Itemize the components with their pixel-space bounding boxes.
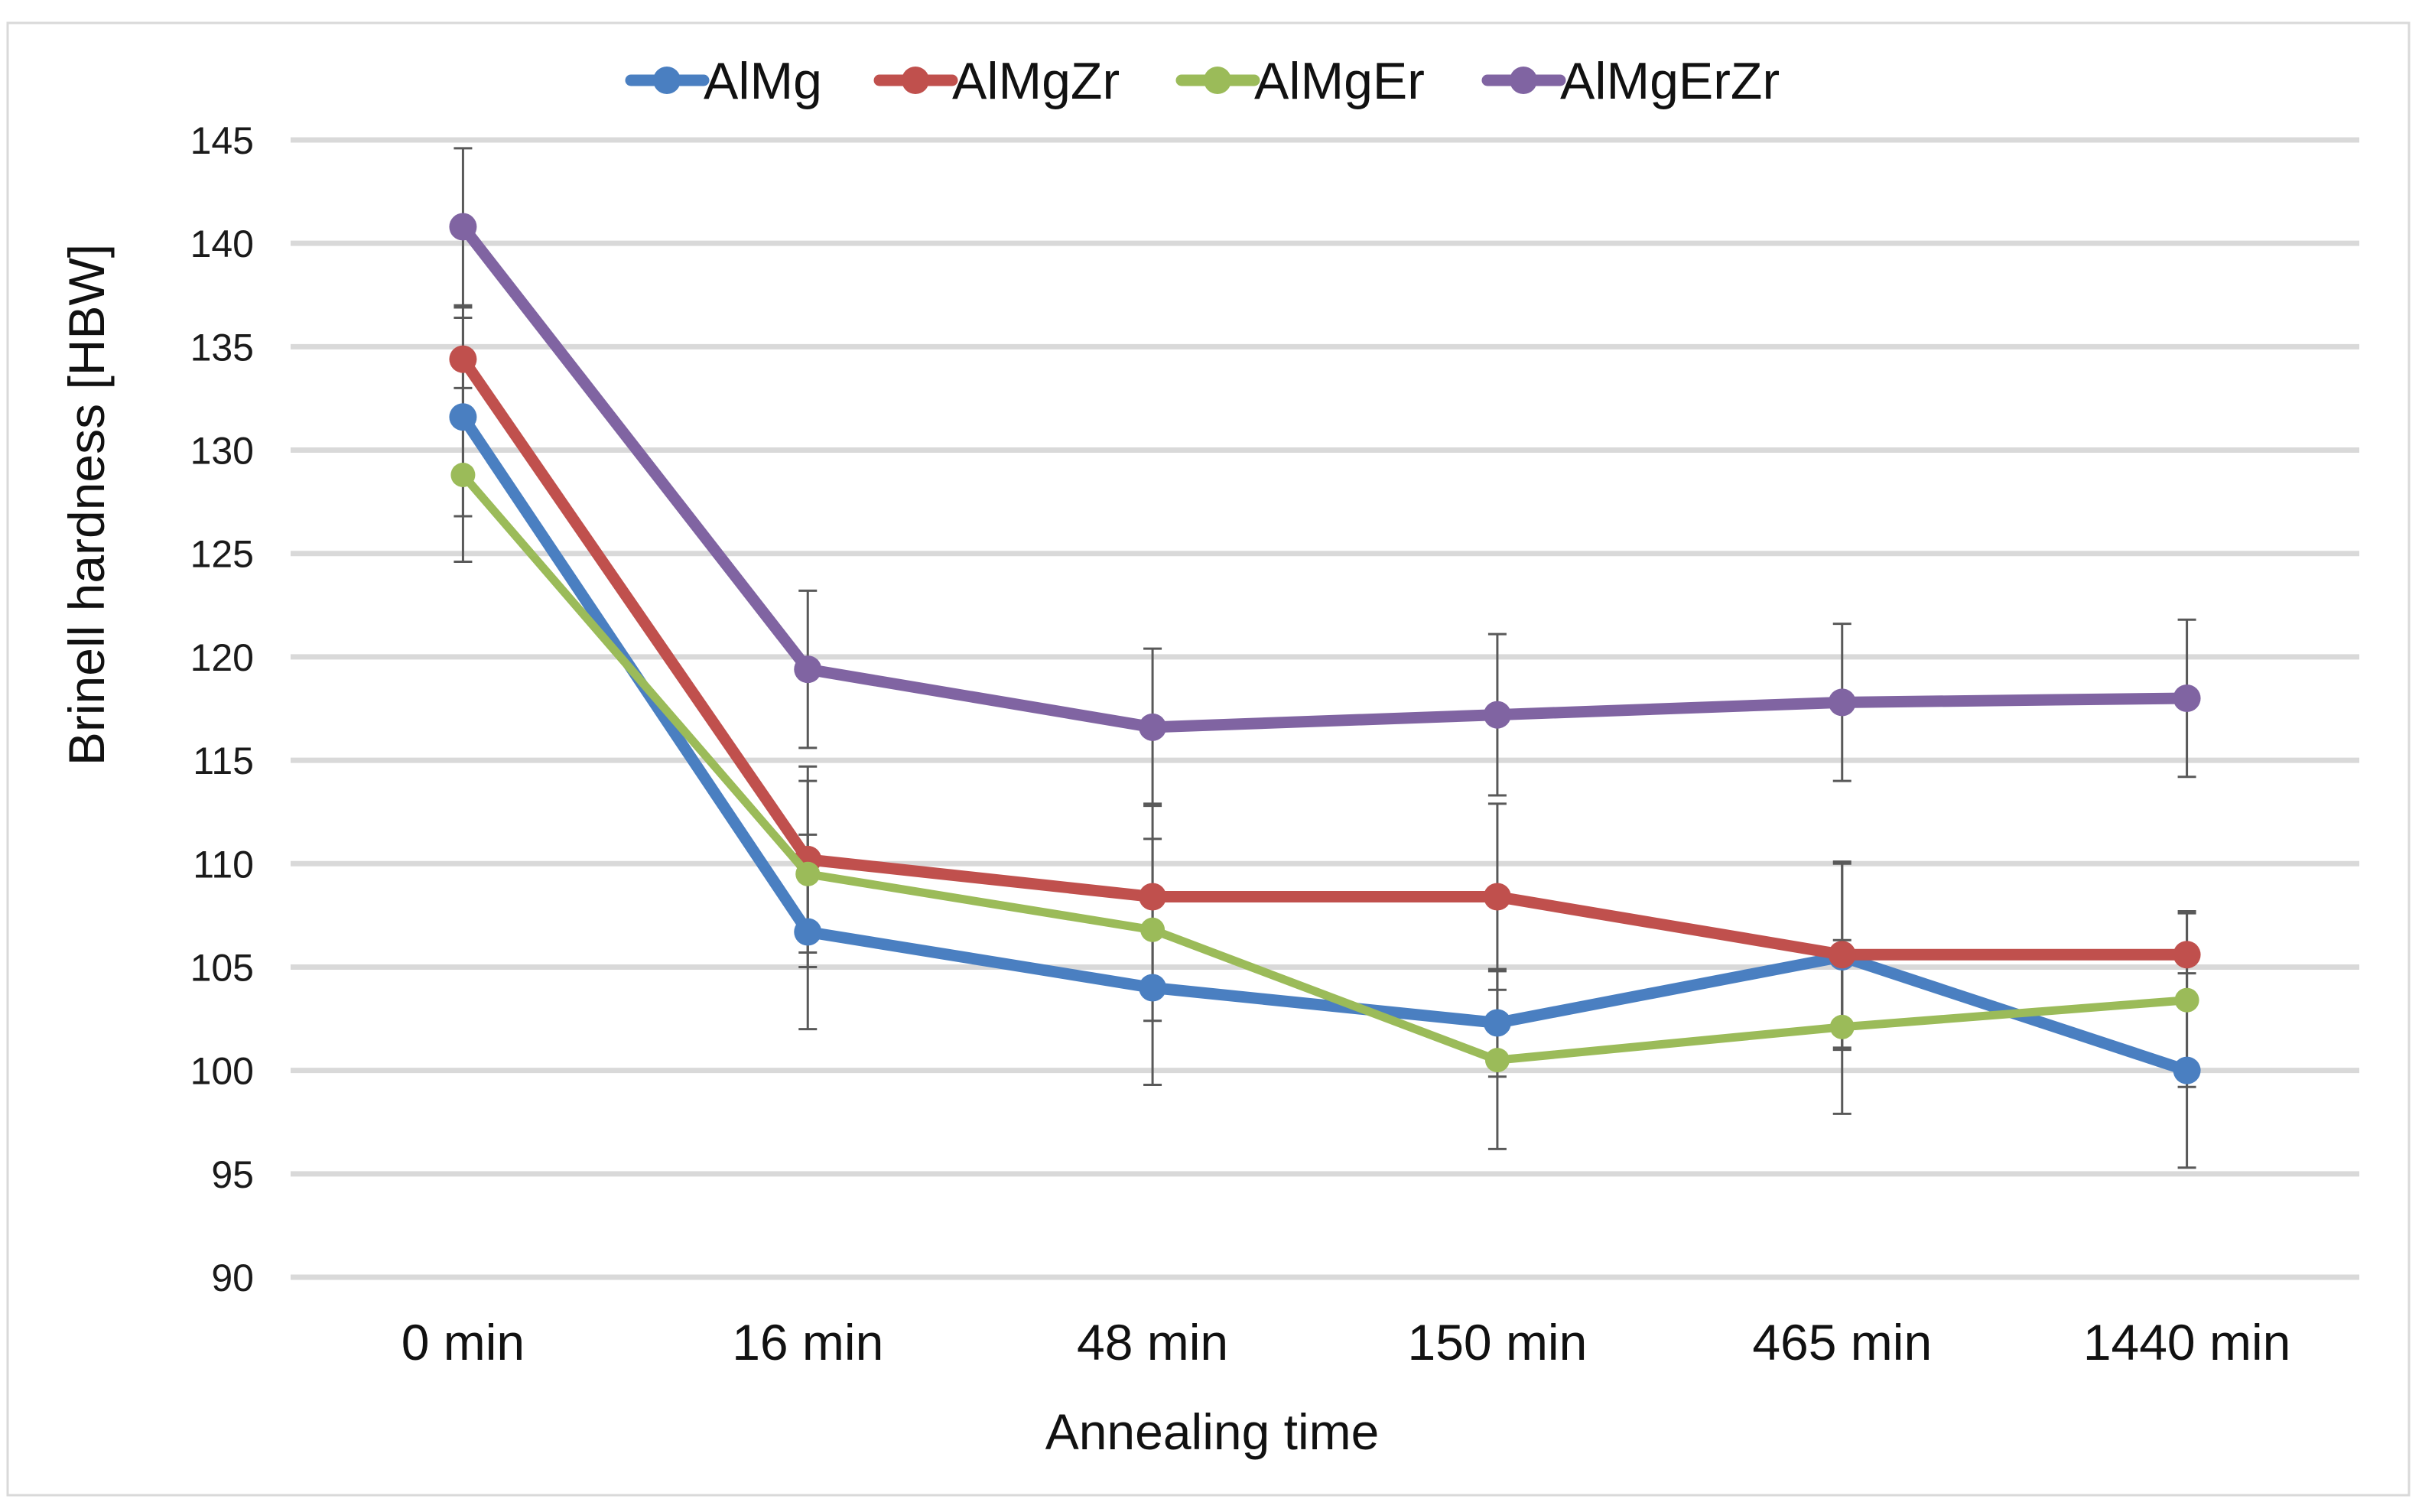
series-almg [449,403,2201,1084]
legend-label: AlMgErZr [1560,52,1780,110]
x-axis-ticks: 0 min 16 min 48 min 150 min 465 min 1440 min [401,1314,2291,1371]
data-point-almgzr [1139,883,1167,911]
data-point-almg [449,403,477,431]
legend-label: AlMgEr [1254,52,1425,110]
data-point-almg [1483,1009,1511,1037]
x-tick-label: 16 min [732,1314,883,1371]
series-almgerzr [449,213,2201,741]
legend-label: AlMg [704,52,822,110]
x-tick-label: 465 min [1752,1314,1932,1371]
legend-label: AlMgZr [952,52,1120,110]
y-axis-title: Brinell hardness [HBW] [58,244,115,766]
x-tick-label: 1440 min [2083,1314,2291,1371]
data-point-almg [1139,974,1167,1002]
data-point-almgerzr [1828,688,1856,717]
series-line-almger [458,470,2192,1065]
data-point-almgerzr [1139,713,1167,741]
y-tick-label: 130 [190,430,254,473]
series-line-almgzr [457,353,2193,961]
series-lines [449,213,2201,1084]
series-almger [450,462,2199,1073]
legend: AlMg AlMgZr AlMgEr AlMgErZr [625,52,1780,110]
x-axis-title: Annealing time [1045,1403,1380,1460]
y-tick-label: 90 [211,1257,254,1299]
y-tick-label: 145 [190,119,254,162]
data-point-almger [1140,917,1165,942]
data-point-almgzr [2173,941,2201,969]
legend-item-almgzr: AlMgZr [873,52,1120,110]
legend-item-almg: AlMg [625,52,822,110]
legend-swatch-marker [1510,67,1537,94]
series-almgzr [449,345,2201,969]
y-tick-label: 105 [190,946,254,989]
data-point-almgerzr [794,655,822,684]
data-point-almgzr [1483,883,1511,911]
legend-item-almger: AlMgEr [1175,52,1425,110]
x-tick-label: 150 min [1408,1314,1588,1371]
data-point-almgzr [1828,941,1856,969]
data-point-almg [794,918,822,946]
y-tick-label: 140 [190,223,254,265]
y-tick-label: 100 [190,1050,254,1093]
series-line-almgerzr [457,221,2193,733]
legend-item-almgerzr: AlMgErZr [1481,52,1780,110]
data-point-almgerzr [2173,684,2201,712]
data-point-almger [2174,987,2199,1013]
series-line-almg [457,411,2193,1077]
data-point-almger [1829,1014,1855,1039]
y-tick-label: 115 [193,740,254,782]
x-tick-label: 0 min [401,1314,525,1371]
data-point-almgerzr [449,213,477,241]
legend-swatch-marker [1204,67,1231,94]
y-axis-ticks: 90 95 100 105 110 115 120 125 130 135 140 145 [190,119,254,1299]
y-tick-label: 95 [211,1153,254,1196]
y-tick-label: 125 [190,533,254,576]
data-point-almger [450,462,476,487]
data-point-almgerzr [1483,701,1511,729]
y-tick-label: 120 [190,636,254,679]
y-tick-label: 135 [190,326,254,369]
data-point-almger [795,861,821,886]
data-point-almg [2173,1056,2201,1084]
legend-swatch-marker [902,67,929,94]
y-tick-label: 110 [193,843,254,886]
legend-swatch-marker [653,67,681,94]
data-point-almger [1484,1048,1510,1073]
x-tick-label: 48 min [1077,1314,1228,1371]
data-point-almgzr [449,345,477,373]
